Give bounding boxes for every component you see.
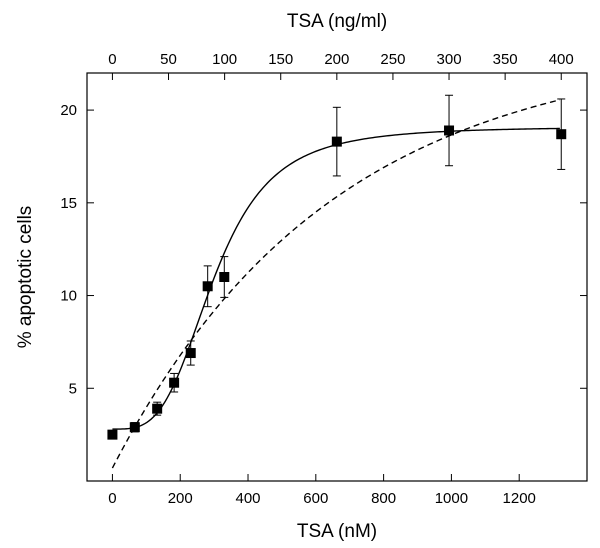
top-tick-label: 350: [493, 51, 518, 68]
fit-curve-dashed: [111, 99, 561, 469]
top-tick-label: 250: [380, 51, 405, 68]
y-tick-label: 10: [60, 288, 77, 305]
x-tick-label: 1200: [503, 490, 536, 507]
data-point: [129, 422, 140, 433]
fit-curves: [111, 99, 561, 469]
x-tick-label: 0: [108, 490, 116, 507]
x-tick-label: 1000: [435, 490, 468, 507]
top-tick-label: 100: [212, 51, 237, 68]
top-tick-label: 400: [549, 51, 574, 68]
y-tick-label: 20: [60, 102, 77, 119]
top-tick-label: 0: [108, 51, 116, 68]
data-point: [444, 125, 455, 136]
y-tick-label: 15: [60, 195, 77, 212]
x-tick-label: 400: [236, 490, 261, 507]
x-tick-label: 600: [303, 490, 328, 507]
top-tick-label: 200: [324, 51, 349, 68]
data-point: [185, 348, 196, 359]
x-axis-label-top: TSA (ng/ml): [287, 11, 387, 32]
data-point: [169, 377, 180, 388]
data-point: [152, 403, 163, 414]
top-tick-label: 150: [268, 51, 293, 68]
data-point: [219, 272, 230, 282]
bottom-axis-ticks: 0 200 400 600 800 1000 1200: [108, 474, 536, 507]
y-axis-ticks: 5 10 15 20: [60, 102, 587, 397]
data-point: [202, 281, 213, 292]
x-axis-label-bottom: TSA (nM): [297, 521, 377, 542]
data-points: [107, 94, 567, 440]
top-tick-label: 50: [160, 51, 177, 68]
x-tick-label: 800: [371, 490, 396, 507]
top-axis-ticks: 0 50 100 150 200 250 300 350 400: [108, 51, 574, 80]
data-point: [556, 129, 567, 140]
top-tick-label: 300: [437, 51, 462, 68]
fit-curve-solid: [112, 127, 560, 430]
x-tick-label: 200: [168, 490, 193, 507]
y-tick-label: 5: [69, 380, 77, 397]
y-axis-label: % apoptotic cells: [15, 206, 36, 349]
data-point: [331, 136, 342, 147]
data-point: [107, 429, 118, 440]
